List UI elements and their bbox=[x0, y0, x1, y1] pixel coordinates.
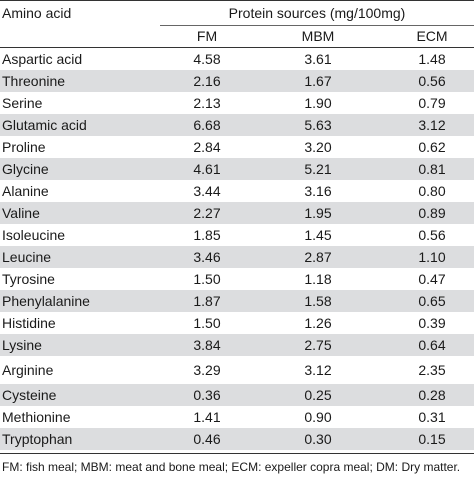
row-band bbox=[0, 114, 474, 136]
cell-value: 2.75 bbox=[304, 337, 332, 353]
cell-value: 5.21 bbox=[304, 161, 332, 177]
cell-value: 0.28 bbox=[418, 387, 446, 403]
row-label: Methionine bbox=[2, 409, 71, 425]
row-band bbox=[0, 428, 474, 450]
cell-value: 1.90 bbox=[304, 95, 332, 111]
row-label: Serine bbox=[2, 95, 43, 111]
cell-value: 2.27 bbox=[193, 205, 221, 221]
cell-value: 3.12 bbox=[304, 362, 332, 378]
row-label: Tyrosine bbox=[2, 271, 55, 287]
row-label: Glycine bbox=[2, 161, 49, 177]
row-band bbox=[0, 202, 474, 224]
cell-value: 0.56 bbox=[418, 73, 446, 89]
cell-value: 4.61 bbox=[193, 161, 221, 177]
cell-value: 2.16 bbox=[193, 73, 221, 89]
column-header: MBM bbox=[301, 28, 335, 44]
cell-value: 3.61 bbox=[304, 51, 332, 67]
row-band bbox=[0, 158, 474, 180]
cell-value: 1.50 bbox=[193, 315, 221, 331]
cell-value: 0.25 bbox=[304, 387, 332, 403]
row-band bbox=[0, 334, 474, 356]
column-header: ECM bbox=[416, 28, 448, 44]
row-band bbox=[0, 246, 474, 268]
cell-value: 0.56 bbox=[418, 227, 446, 243]
cell-value: 3.29 bbox=[193, 362, 221, 378]
row-label: Tryptophan bbox=[2, 431, 73, 447]
row-label: Phenylalanine bbox=[2, 293, 90, 309]
cell-value: 5.63 bbox=[304, 117, 332, 133]
cell-value: 3.44 bbox=[193, 183, 221, 199]
row-label: Threonine bbox=[2, 73, 66, 89]
footnote: FM: fish meal; MBM: meat and bone meal; … bbox=[2, 460, 461, 474]
bottom-rule bbox=[0, 453, 474, 454]
row-label: Glutamic acid bbox=[2, 117, 87, 133]
cell-value: 2.84 bbox=[193, 139, 221, 155]
cell-value: 0.81 bbox=[418, 161, 446, 177]
cell-value: 1.18 bbox=[304, 271, 332, 287]
row-label: Proline bbox=[2, 139, 46, 155]
cell-value: 0.79 bbox=[418, 95, 446, 111]
cell-value: 3.20 bbox=[304, 139, 332, 155]
cell-value: 1.45 bbox=[304, 227, 332, 243]
header-rule bbox=[0, 47, 474, 48]
cell-value: 0.64 bbox=[418, 337, 446, 353]
group-header: Protein sources (mg/100mg) bbox=[228, 5, 406, 21]
cell-value: 0.89 bbox=[418, 205, 446, 221]
row-label: Alanine bbox=[2, 183, 49, 199]
row-label: Leucine bbox=[2, 249, 52, 265]
row-label: Cysteine bbox=[2, 387, 57, 403]
cell-value: 0.36 bbox=[193, 387, 221, 403]
group-rule bbox=[160, 25, 474, 26]
cell-value: 1.10 bbox=[418, 249, 446, 265]
row-band bbox=[0, 384, 474, 406]
row-header: Amino acid bbox=[2, 5, 72, 21]
column-header: FM bbox=[196, 28, 218, 44]
row-label: Histidine bbox=[2, 315, 56, 331]
cell-value: 0.46 bbox=[193, 431, 221, 447]
row-label: Aspartic acid bbox=[2, 51, 83, 67]
cell-value: 6.68 bbox=[193, 117, 221, 133]
cell-value: 1.87 bbox=[193, 293, 221, 309]
cell-value: 0.30 bbox=[304, 431, 332, 447]
cell-value: 1.41 bbox=[193, 409, 221, 425]
row-label: Valine bbox=[2, 205, 40, 221]
cell-value: 0.39 bbox=[418, 315, 446, 331]
cell-value: 3.16 bbox=[304, 183, 332, 199]
cell-value: 4.58 bbox=[193, 51, 221, 67]
cell-value: 3.12 bbox=[418, 117, 446, 133]
cell-value: 0.65 bbox=[418, 293, 446, 309]
row-label: Isoleucine bbox=[2, 227, 66, 243]
cell-value: 0.15 bbox=[418, 431, 446, 447]
cell-value: 2.13 bbox=[193, 95, 221, 111]
cell-value: 1.67 bbox=[304, 73, 332, 89]
cell-value: 1.85 bbox=[193, 227, 221, 243]
cell-value: 0.62 bbox=[418, 139, 446, 155]
cell-value: 0.31 bbox=[418, 409, 446, 425]
cell-value: 3.84 bbox=[193, 337, 221, 353]
row-band bbox=[0, 70, 474, 92]
cell-value: 0.80 bbox=[418, 183, 446, 199]
cell-value: 1.26 bbox=[304, 315, 332, 331]
cell-value: 1.95 bbox=[304, 205, 332, 221]
cell-value: 0.47 bbox=[418, 271, 446, 287]
cell-value: 0.90 bbox=[304, 409, 332, 425]
cell-value: 3.46 bbox=[193, 249, 221, 265]
cell-value: 1.48 bbox=[418, 51, 446, 67]
top-rule bbox=[0, 0, 474, 1]
cell-value: 1.58 bbox=[304, 293, 332, 309]
row-label: Lysine bbox=[2, 337, 42, 353]
row-label: Arginine bbox=[2, 362, 54, 378]
cell-value: 1.50 bbox=[193, 271, 221, 287]
row-band bbox=[0, 290, 474, 312]
cell-value: 2.87 bbox=[304, 249, 332, 265]
cell-value: 2.35 bbox=[418, 362, 446, 378]
